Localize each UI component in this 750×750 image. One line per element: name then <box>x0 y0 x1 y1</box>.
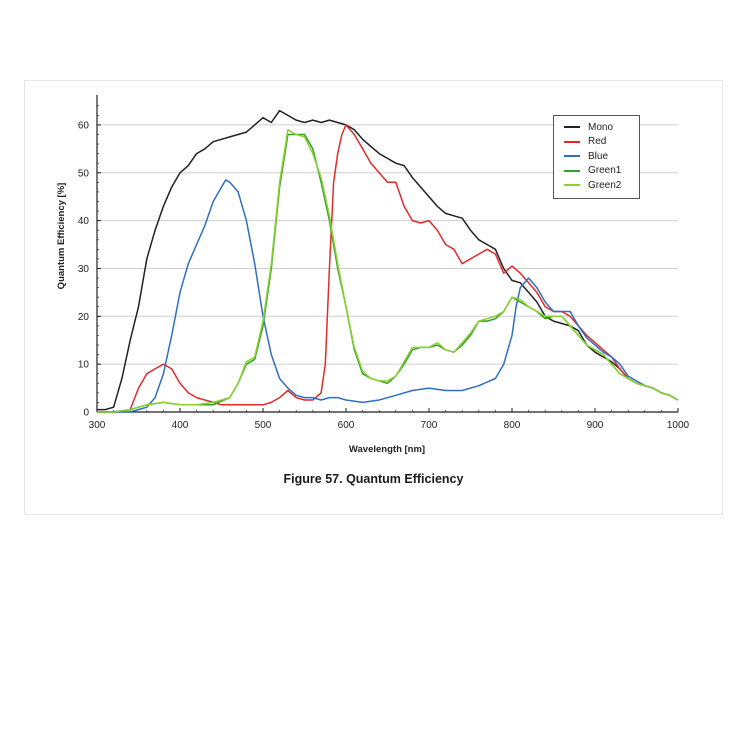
legend-swatch <box>564 169 580 172</box>
legend-swatch <box>564 126 580 129</box>
y-tick-label-0: 0 <box>83 408 89 419</box>
legend-item-red: Red <box>564 135 639 150</box>
legend-label: Green2 <box>588 179 622 191</box>
y-tick-label-10: 10 <box>78 360 90 371</box>
legend-swatch <box>564 184 580 187</box>
legend-item-mono: Mono <box>564 120 639 135</box>
tick-labels: 0 10 20 30 40 50 60 300 400 500 600 700 800 900 1000 <box>78 120 690 431</box>
series-group <box>97 109 679 413</box>
x-tick-label-1000: 1000 <box>667 420 690 431</box>
x-tick-label-900: 900 <box>587 420 604 431</box>
y-tick-label-50: 50 <box>78 168 90 179</box>
legend-item-blue: Blue <box>564 149 639 164</box>
legend: Mono Red Blue Green1 Green2 <box>553 115 640 199</box>
y-tick-label-40: 40 <box>78 216 90 227</box>
series-line-blue <box>97 179 679 413</box>
grid <box>97 124 678 365</box>
series-line-mono <box>97 109 679 411</box>
legend-label: Mono <box>588 121 614 133</box>
x-tick-label-800: 800 <box>504 420 521 431</box>
quantum-efficiency-figure: 0 10 20 30 40 50 60 300 400 500 600 700 800 900 1000 W… <box>24 80 723 515</box>
axes <box>96 95 679 413</box>
legend-item-green1: Green1 <box>564 164 639 179</box>
x-tick-label-700: 700 <box>421 420 438 431</box>
legend-label: Red <box>588 136 607 148</box>
x-tick-label-500: 500 <box>255 420 272 431</box>
legend-item-green2: Green2 <box>564 178 639 193</box>
figure-caption: Figure 57. Quantum Efficiency <box>283 472 464 486</box>
legend-label: Blue <box>588 150 609 162</box>
y-tick-label-20: 20 <box>78 312 90 323</box>
x-axis-label: Wavelength [nm] <box>349 444 425 455</box>
legend-label: Green1 <box>588 165 622 177</box>
x-tick-label-600: 600 <box>338 420 355 431</box>
y-axis-label: Quantum Efficiency [%] <box>56 183 67 290</box>
y-tick-label-30: 30 <box>78 264 90 275</box>
x-tick-label-300: 300 <box>89 420 106 431</box>
x-tick-label-400: 400 <box>172 420 189 431</box>
series-line-green2 <box>97 128 679 413</box>
chart: 0 10 20 30 40 50 60 300 400 500 600 700 800 900 1000 W… <box>56 95 690 455</box>
y-tick-label-60: 60 <box>78 120 90 131</box>
legend-swatch <box>564 155 580 158</box>
legend-swatch <box>564 140 580 143</box>
